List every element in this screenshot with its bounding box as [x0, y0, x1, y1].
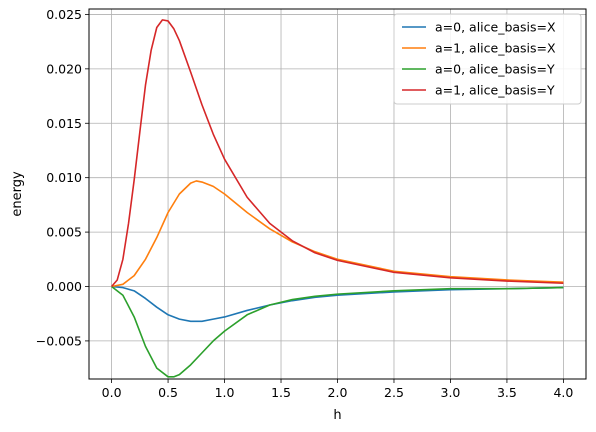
y-tick-label: 0.010: [46, 170, 82, 185]
y-axis-label: energy: [10, 171, 25, 217]
y-axis-ticks: −0.005 0.000 0.005 0.010 0.015 0.020 0.025: [36, 7, 89, 348]
y-tick-label: 0.005: [46, 225, 82, 240]
y-tick-label: 0.000: [46, 279, 82, 294]
series-line-2: [111, 285, 564, 378]
legend: a=0, alice_basis=X a=1, alice_basis=X a=0,…: [393, 13, 582, 105]
x-axis-label: h: [333, 408, 341, 423]
series-line-0: [111, 285, 564, 323]
legend-label: a=0, alice_basis=Y: [435, 62, 555, 77]
series-line-3: [110, 19, 564, 288]
x-tick-label: 4.0: [553, 385, 573, 400]
y-tick-label: 0.025: [46, 7, 82, 22]
y-tick-label: 0.015: [46, 116, 82, 131]
legend-label: a=1, alice_basis=Y: [435, 83, 555, 98]
x-tick-label: 2.0: [328, 385, 348, 400]
series-line-1: [111, 180, 564, 288]
y-tick-label: 0.020: [46, 61, 82, 76]
series-lines: [110, 19, 564, 378]
x-tick-label: 1.0: [215, 385, 235, 400]
x-tick-label: 1.5: [271, 385, 291, 400]
x-tick-label: 0.0: [102, 385, 122, 400]
x-tick-label: 3.0: [441, 385, 461, 400]
y-tick-label: −0.005: [36, 333, 82, 348]
legend-label: a=0, alice_basis=X: [435, 20, 556, 35]
x-tick-label: 2.5: [384, 385, 404, 400]
x-tick-label: 3.5: [497, 385, 517, 400]
legend-label: a=1, alice_basis=X: [435, 41, 556, 56]
x-axis-ticks: 0.0 0.5 1.0 1.5 2.0 2.5 3.0 3.5 4.0: [102, 379, 573, 400]
x-tick-label: 0.5: [158, 385, 178, 400]
legend-box: [393, 13, 582, 105]
